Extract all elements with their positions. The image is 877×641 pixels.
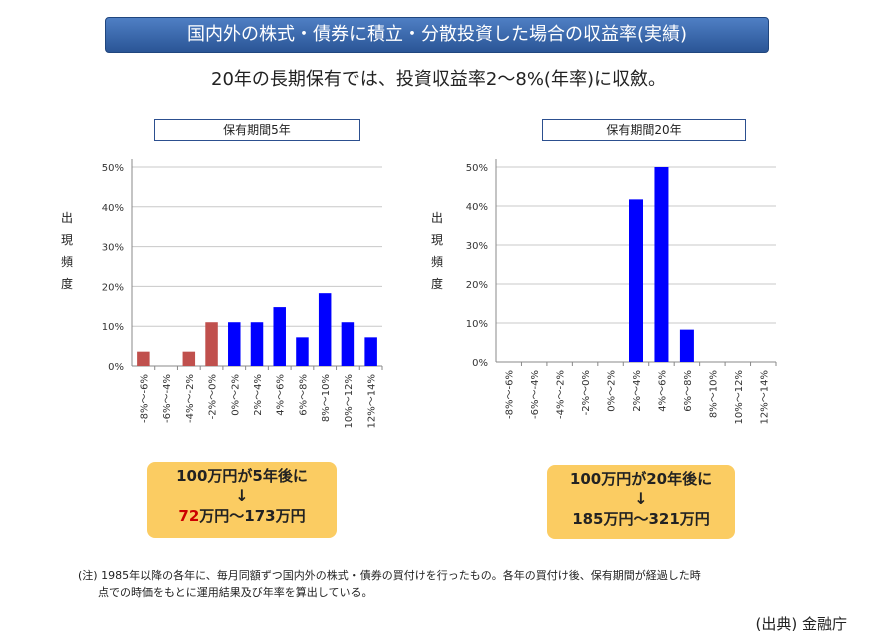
chart-holding-20-years: 保有期間20年 出現頻度 0% 10% 20% 30% 40% 50% -8%〜-6% -6%… (418, 115, 798, 445)
y-tick-label: 0% (108, 362, 124, 373)
chart-title: 保有期間20年 (542, 119, 746, 141)
x-tick-label: 12%〜14% (759, 370, 770, 424)
y-tick-label: 30% (466, 241, 488, 252)
y-tick-label: 40% (102, 203, 124, 214)
bar (250, 322, 264, 366)
x-tick-label: 4%〜6% (657, 370, 668, 412)
bar (296, 337, 309, 366)
x-tick-label: 8%〜10% (708, 370, 719, 418)
footnote-line2: 点での時価をもとに運用結果及び年率を算出している。 (98, 586, 373, 599)
x-tick-label: 6%〜8% (683, 370, 694, 412)
y-axis-label: 出現頻度 (60, 207, 74, 295)
x-tick-label: 0%〜2% (230, 374, 241, 416)
y-axis-label-char: 現 (430, 233, 443, 247)
bar (629, 199, 643, 362)
callout-line3: 72万円〜173万円 (147, 506, 337, 526)
y-tick-label: 10% (466, 319, 488, 330)
bar (364, 337, 377, 366)
callout-line1: 100万円が20年後に (569, 470, 713, 488)
min-value: 72 (178, 507, 200, 525)
y-axis-label-char: 頻 (430, 255, 443, 269)
x-tick-label: -2%〜0% (208, 374, 219, 419)
down-arrow-icon: ↓ (235, 486, 249, 505)
callout-line3: 185万円〜321万円 (572, 510, 710, 528)
x-tick-label: 2%〜4% (632, 370, 643, 412)
bar (679, 329, 694, 362)
bar (318, 293, 332, 366)
subtitle: 20年の長期保有では、投資収益率2〜8%(年率)に収斂。 (211, 69, 666, 90)
x-tick-label: 2%〜4% (253, 374, 264, 416)
x-tick-label: -6%〜-4% (530, 370, 541, 419)
x-tick-label: -8%〜-6% (505, 370, 516, 419)
y-tick-label: 20% (102, 282, 124, 293)
source-credit: (出典) 金融庁 (755, 615, 847, 633)
bar (137, 351, 150, 366)
x-tick-label: 8%〜10% (321, 374, 332, 422)
bar-chart-20-years: 0% 10% 20% 30% 40% 50% -8%〜-6% -6%〜-4% -4%〜-2% -2… (466, 159, 777, 424)
chart-title: 保有期間5年 (154, 119, 360, 141)
footnote: (注) 1985年以降の各年に、毎月同額ずつ国内外の株式・債券の買付けを行ったも… (78, 567, 838, 601)
chart-holding-5-years: 保有期間5年 出現頻度 0% 10% 20% 30% 40% 50% -8%〜-6% -6%〜… (40, 115, 400, 445)
bar (228, 322, 241, 366)
x-tick-label: 6%〜8% (298, 374, 309, 416)
y-axis-label-char: 出 (430, 211, 443, 225)
bar (182, 351, 196, 366)
x-tick-label: -2%〜0% (581, 370, 592, 415)
y-tick-label: 0% (472, 358, 488, 369)
x-tick-label: 10%〜12% (734, 370, 745, 424)
x-tick-label: -6%〜-4% (162, 374, 173, 423)
range-rest: 万円〜173万円 (199, 507, 306, 525)
bar-chart-5-years: 0% 10% 20% 30% 40% 50% -8%〜-6% -6%〜-4% -4%〜-2% -2… (102, 159, 383, 428)
y-tick-label: 20% (466, 280, 488, 291)
y-tick-label: 40% (466, 202, 488, 213)
title-banner: 国内外の株式・債券に積立・分散投資した場合の収益率(実績) (105, 17, 769, 53)
bar (654, 167, 669, 362)
y-tick-label: 30% (102, 243, 124, 254)
y-tick-label: 50% (466, 163, 488, 174)
down-arrow-icon: ↓ (634, 489, 648, 508)
bar (273, 307, 286, 366)
y-axis-label-char: 度 (60, 277, 73, 291)
x-tick-label: 0%〜2% (607, 370, 618, 412)
x-tick-label: 12%〜14% (367, 374, 378, 428)
x-tick-label: -4%〜-2% (185, 374, 196, 423)
footnote-line1: (注) 1985年以降の各年に、毎月同額ずつ国内外の株式・債券の買付けを行ったも… (78, 569, 701, 582)
x-tick-label: -4%〜-2% (556, 370, 567, 419)
y-axis-label-char: 現 (60, 233, 73, 247)
x-tick-label: -8%〜-6% (139, 374, 150, 423)
callout-line1: 100万円が5年後に (176, 467, 308, 485)
y-tick-label: 50% (102, 163, 124, 174)
callout-5-years: 100万円が5年後に ↓ 72万円〜173万円 (147, 462, 337, 538)
y-axis-label-char: 度 (430, 277, 443, 291)
bar (341, 322, 355, 366)
y-axis-label-char: 頻 (60, 255, 73, 269)
x-tick-label: 4%〜6% (276, 374, 287, 416)
y-axis-label: 出現頻度 (430, 207, 444, 295)
y-axis-label-char: 出 (60, 211, 73, 225)
x-tick-label: 10%〜12% (344, 374, 355, 428)
y-tick-label: 10% (102, 322, 124, 333)
callout-20-years: 100万円が20年後に ↓ 185万円〜321万円 (547, 465, 735, 539)
bar (205, 322, 218, 366)
